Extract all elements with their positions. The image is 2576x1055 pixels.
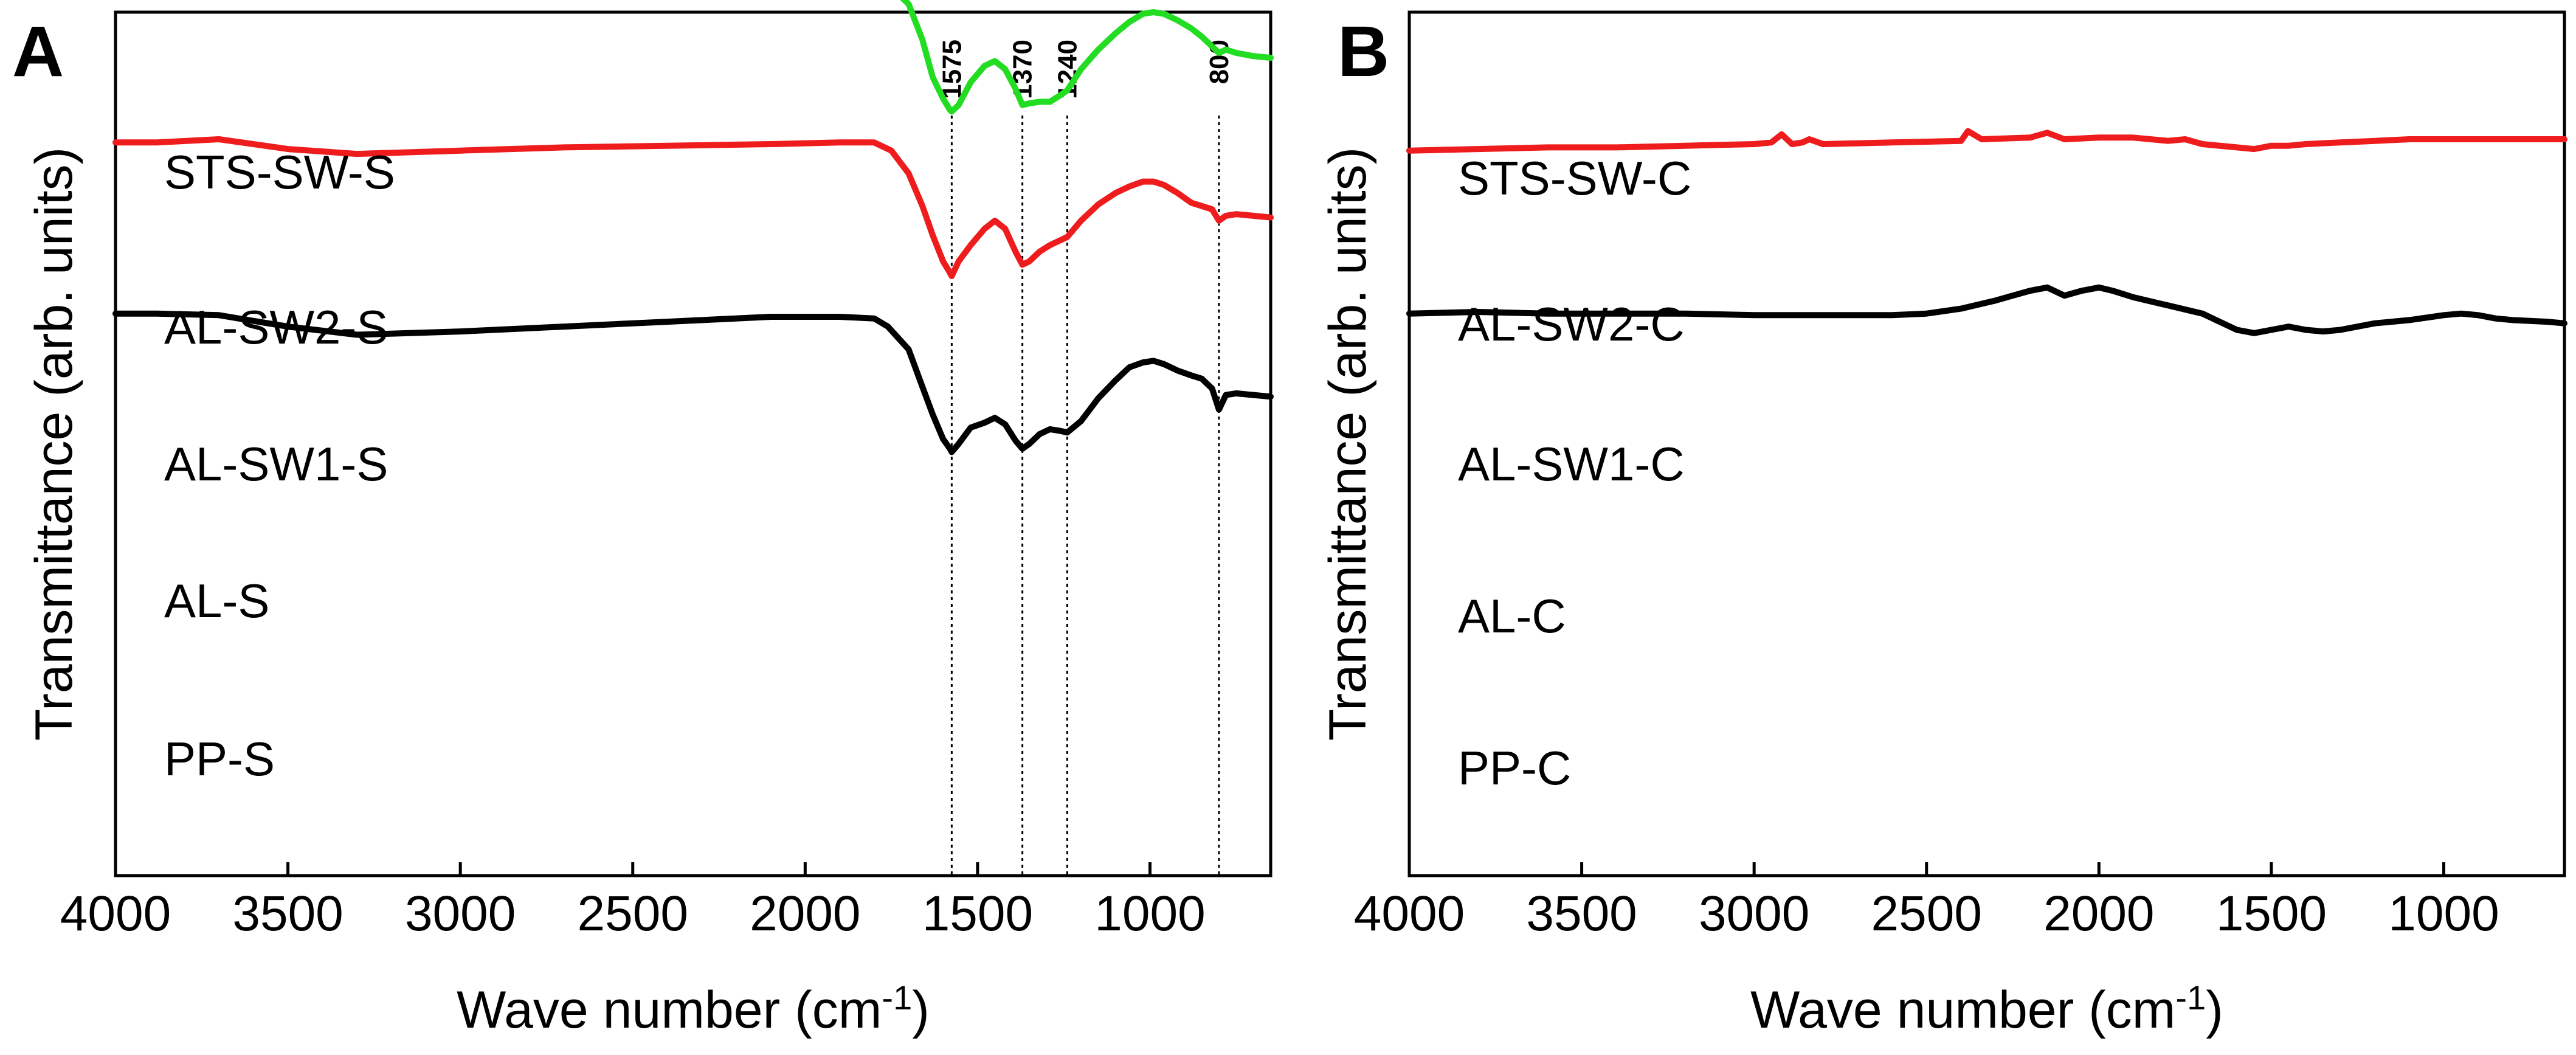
series-label-al-sw2-s: AL-SW2-S [164,300,388,354]
spectrum-pp-c [1406,284,2567,336]
panel-a: A 1575 1370 1240 800 4000 3500 3000 2500 2000 15… [12,0,1274,1039]
panel-a-xtick-label-1000: 1000 [1094,886,1205,941]
panel-b-legend: STS-SW-C AL-SW2-C AL-SW1-C AL-C PP-C [1458,151,1691,795]
panel-a-x-axis-title: Wave number (cm-1) [457,978,930,1039]
panel-a-xtick-label-1500: 1500 [922,886,1033,941]
spectrum-al-s [112,136,1274,279]
panel-b-xtick-label-2500: 2500 [1871,886,1982,941]
panel-a-xtick-label-2000: 2000 [750,886,860,941]
spectrum-pp-s [112,310,1274,455]
panel-b-xtick-label-1500: 1500 [2216,886,2327,941]
panel-a-y-axis-title: Transmittance (arb. units) [25,147,83,741]
annotation-label-1370: 1370 [1008,40,1038,99]
panel-a-spectra [112,0,1274,455]
spectrum-al-c [1406,128,2567,154]
series-label-al-c: AL-C [1458,589,1566,643]
series-label-al-sw1-s: AL-SW1-S [164,437,388,491]
panel-b: B 4000 3500 3000 2500 2000 1500 1000 Transmitt… [1319,10,2567,1039]
panel-a-xtick-label-3000: 3000 [405,886,516,941]
panel-a-legend: STS-SW-S AL-SW2-S AL-SW1-S AL-S PP-S [164,145,395,786]
panel-a-letter: A [12,12,64,92]
panel-b-plot-frame [1407,10,2566,877]
series-label-al-s: AL-S [164,574,269,628]
series-label-sts-sw-s: STS-SW-S [164,145,395,199]
panel-a-xtick-label-4000: 4000 [60,886,171,941]
panel-b-spectra [1406,128,2567,336]
panel-b-xtick-label-3000: 3000 [1699,886,1809,941]
panel-a-annotations: 1575 1370 1240 800 [937,40,1234,876]
series-label-pp-s: PP-S [164,732,275,786]
series-label-sts-sw-c: STS-SW-C [1458,151,1691,205]
panel-a-plot-frame [114,10,1272,877]
panel-b-y-axis-title: Transmittance (arb. units) [1319,147,1377,741]
panel-b-x-axis-title: Wave number (cm-1) [1750,978,2223,1039]
annotation-label-1575: 1575 [937,40,967,99]
panel-b-xtick-label-2000: 2000 [2043,886,2154,941]
panel-b-xtick-label-1000: 1000 [2388,886,2499,941]
panel-b-xtick-label-4000: 4000 [1354,886,1465,941]
panel-b-letter: B [1338,12,1389,92]
spectrum-al-sw1-s [900,0,1274,115]
panel-a-xticks: 4000 3500 3000 2500 2000 1500 1000 [60,862,1206,941]
panel-b-xticks: 4000 3500 3000 2500 2000 1500 1000 [1354,862,2499,941]
series-label-al-sw2-c: AL-SW2-C [1458,297,1685,351]
panel-b-xtick-label-3500: 3500 [1526,886,1637,941]
series-label-al-sw1-c: AL-SW1-C [1458,437,1685,491]
panel-a-xtick-label-2500: 2500 [578,886,688,941]
panel-a-xtick-label-3500: 3500 [232,886,343,941]
series-label-pp-c: PP-C [1458,741,1571,795]
